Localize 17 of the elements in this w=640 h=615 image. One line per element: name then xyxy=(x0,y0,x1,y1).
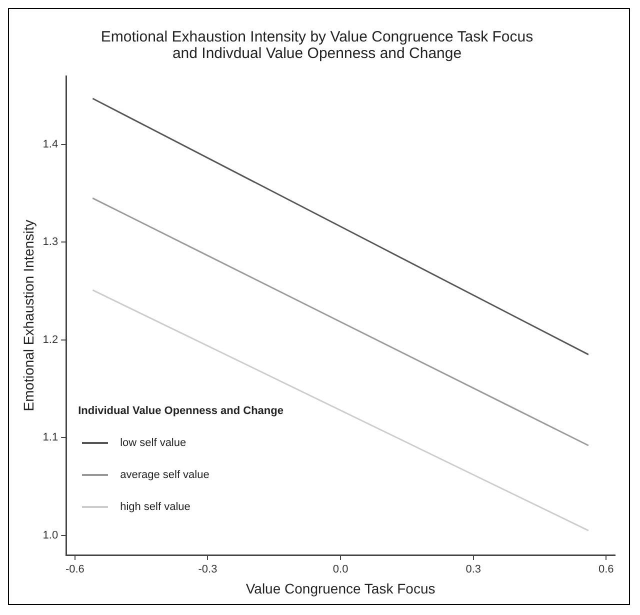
x-tick-label: 0.3 xyxy=(466,564,481,576)
x-tick-label: -0.6 xyxy=(65,564,84,576)
x-tick-label: 0.6 xyxy=(598,564,614,576)
x-tick-label: 0.0 xyxy=(332,564,348,576)
y-tick-label: 1.4 xyxy=(42,138,58,150)
chart-title: Emotional Exhaustion Intensity by Value Congruence Task Focus and Indivdual Value Openness and Change xyxy=(100,28,534,62)
y-tick-label: 1.2 xyxy=(42,334,58,346)
legend-title: Individual Value Openness and Change xyxy=(78,405,284,417)
legend-label: average self value xyxy=(120,469,210,481)
x-axis-title: Value Congruence Task Focus xyxy=(246,580,436,596)
legend-label: high self value xyxy=(120,501,190,513)
x-tick-label: -0.3 xyxy=(198,564,218,576)
y-tick-label: 1.3 xyxy=(42,236,58,248)
y-tick-label: 1.1 xyxy=(42,432,58,444)
y-tick-label: 1.0 xyxy=(42,529,58,542)
legend-label: low self value xyxy=(120,437,186,449)
y-axis-title: Emotional Exhaustion Intensity xyxy=(20,220,36,412)
